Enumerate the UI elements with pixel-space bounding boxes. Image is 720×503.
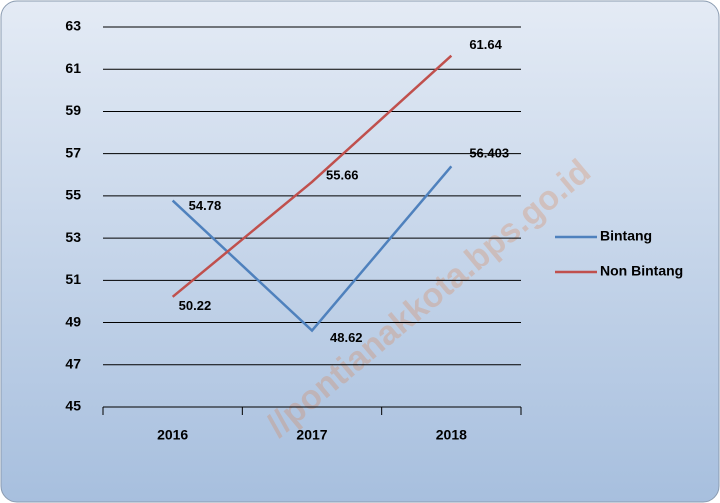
y-tick-label: 53 — [65, 229, 81, 245]
legend-label: Non Bintang — [600, 263, 683, 279]
x-tick-label: 2018 — [436, 427, 467, 443]
y-tick-label: 59 — [65, 102, 81, 118]
data-label: 61.64 — [469, 37, 502, 52]
y-tick-label: 61 — [65, 60, 81, 76]
y-tick-label: 57 — [65, 144, 81, 160]
y-tick-label: 51 — [65, 271, 81, 287]
data-label: 48.62 — [330, 330, 363, 345]
data-label: 56.403 — [469, 146, 509, 161]
x-tick-label: 2016 — [157, 427, 188, 443]
y-tick-label: 47 — [65, 355, 81, 371]
y-tick-label: 49 — [65, 313, 81, 329]
y-tick-label: 45 — [65, 398, 81, 414]
y-tick-label: 63 — [65, 18, 81, 34]
x-tick-label: 2017 — [296, 427, 327, 443]
legend-label: Bintang — [600, 228, 652, 244]
y-tick-label: 55 — [65, 187, 81, 203]
series-line — [171, 165, 453, 333]
data-label: 54.78 — [189, 198, 222, 213]
series-line — [171, 54, 453, 298]
data-label: 55.66 — [326, 167, 359, 182]
data-label: 50.22 — [179, 298, 212, 313]
